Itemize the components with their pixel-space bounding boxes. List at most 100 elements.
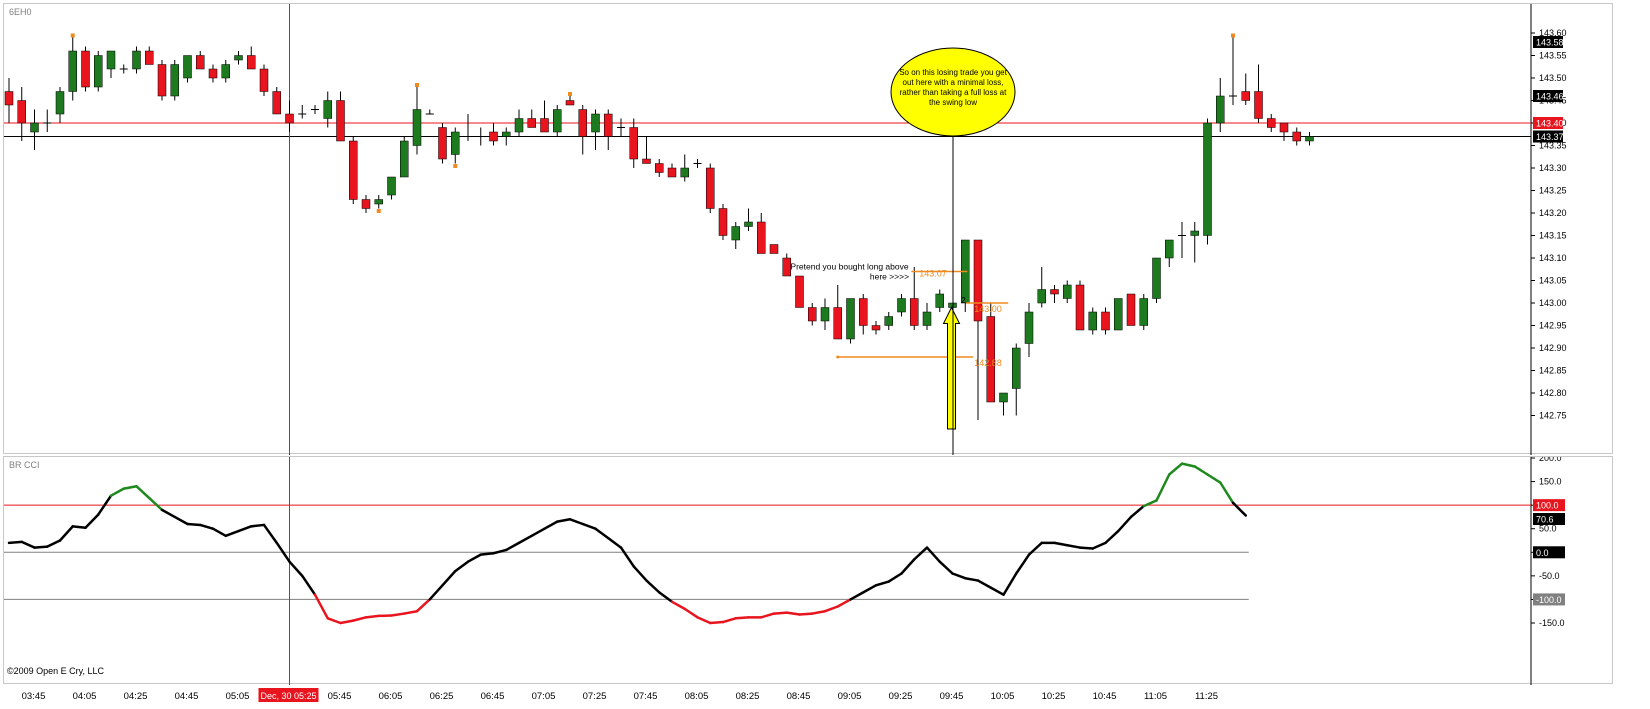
cci-segment (989, 586, 1005, 596)
cci-segment (364, 614, 380, 619)
candle-body (55, 91, 65, 115)
price-chart-pane[interactable]: 6EH0 143.60143.55143.50143.45143.40143.3… (3, 3, 1614, 455)
cci-indicator-pane[interactable]: BR CCI 200.0 150.0 100.0 50.0 0.0 -50.0 -100.0… (3, 456, 1614, 685)
candle-body (706, 167, 715, 209)
cci-segment (619, 546, 635, 568)
cci-segment (976, 579, 992, 589)
candle-body (1139, 298, 1148, 326)
cci-segment (1066, 543, 1082, 549)
candle-body (1050, 289, 1059, 295)
cci-segment (58, 525, 74, 542)
candle-body (234, 55, 243, 61)
cci-segment (964, 576, 980, 582)
price-tick-label: 143.30 (1539, 163, 1567, 173)
cci-segment (900, 558, 916, 575)
cci-segment (785, 611, 801, 616)
candle-body (986, 316, 995, 403)
cci-tick-label: -50.0 (1539, 571, 1560, 581)
cci-segment (951, 572, 967, 580)
candle-body (489, 131, 498, 142)
candle-body (1114, 298, 1123, 331)
swing-marker (376, 209, 381, 213)
candle-body (1024, 311, 1034, 344)
cci-tick-label: 150.0 (1539, 477, 1562, 487)
candle-body (1216, 95, 1225, 124)
candle-body (897, 298, 906, 313)
price-tick-label: 143.00 (1539, 298, 1567, 308)
time-label: 08:25 (736, 691, 760, 702)
cci-segment (1104, 529, 1120, 545)
cci-segment (734, 616, 750, 620)
candle-body (106, 50, 116, 70)
candle-body (884, 316, 893, 326)
cci-segment (428, 584, 444, 601)
cci-label: 100.0 (1536, 501, 1559, 511)
candle-body (412, 109, 422, 146)
stop-level-dot (836, 355, 840, 359)
candle-body (1075, 284, 1085, 331)
candle-body (629, 127, 638, 160)
cci-segment (811, 609, 827, 615)
candle-body (68, 50, 77, 92)
candle-body (769, 244, 779, 254)
price-tick-label: 143.25 (1539, 186, 1567, 196)
cci-label-box (1533, 499, 1565, 512)
candle-body (502, 131, 511, 137)
bar-marker: 2 (961, 296, 966, 305)
time-axis: 03:45 04:05 04:25 04:45 05:05 05:45 06:05 06:25… (22, 688, 1218, 702)
candle-body (285, 113, 294, 124)
cci-segment (301, 574, 317, 596)
time-label: 04:45 (175, 691, 199, 702)
cci-segment (1053, 541, 1069, 547)
candle-body (400, 140, 409, 178)
candle-body (859, 298, 868, 326)
candle-body (1063, 284, 1072, 299)
price-chart[interactable]: 143.60143.55143.50143.45143.40143.35143.… (4, 4, 1614, 455)
price-label-box (1533, 117, 1563, 129)
cci-segment (326, 617, 342, 625)
pretend-note: Pretend you bought long above (790, 262, 908, 272)
candle-body (731, 226, 740, 241)
cci-segment (772, 611, 788, 615)
arrow-annotation (942, 306, 961, 430)
candle-body (833, 307, 842, 340)
bubble-text: the swing low (929, 98, 977, 107)
cci-segment (938, 560, 954, 575)
candle-body (667, 167, 677, 178)
price-label-box (1533, 130, 1563, 143)
candle-body (782, 257, 791, 277)
cci-chart[interactable]: 200.0150.0100.050.00.0-50.0-100.0-150.01… (4, 457, 1614, 685)
cci-segment (1027, 541, 1043, 556)
time-label: 06:25 (430, 691, 454, 702)
price-label-box (1533, 36, 1563, 48)
cci-segment (913, 546, 929, 561)
cci-segment (530, 527, 546, 538)
price-tick-label: 142.80 (1539, 388, 1567, 398)
cci-segment (1129, 504, 1145, 519)
price-tick-label: 143.55 (1539, 51, 1567, 61)
candle-body (973, 239, 983, 322)
candle-body (272, 91, 281, 115)
candle-body (94, 55, 103, 88)
price-label: 143.58 (1536, 38, 1564, 48)
cci-segment (173, 515, 189, 526)
candle-body (553, 109, 562, 133)
cci-segment (109, 487, 125, 497)
time-label: 04:25 (124, 691, 148, 702)
cci-label-box (1533, 513, 1565, 526)
cci-segment (224, 529, 240, 538)
candle-body (1292, 131, 1301, 142)
cci-segment (275, 541, 291, 563)
cci-segment (925, 546, 941, 563)
cci-segment (543, 520, 559, 530)
price-tick-label: 143.20 (1539, 208, 1567, 218)
candle-body (349, 140, 358, 200)
candle-body (1203, 122, 1212, 236)
entry-level-label: 143.07 (919, 269, 947, 279)
exit-level-label: 143.00 (974, 304, 1002, 314)
time-label: 07:45 (634, 691, 658, 702)
price-label: 143.46 (1536, 92, 1564, 102)
cci-segment (390, 612, 406, 617)
price-label: 143.37 (1536, 132, 1564, 142)
time-label: 11:25 (1195, 691, 1218, 702)
